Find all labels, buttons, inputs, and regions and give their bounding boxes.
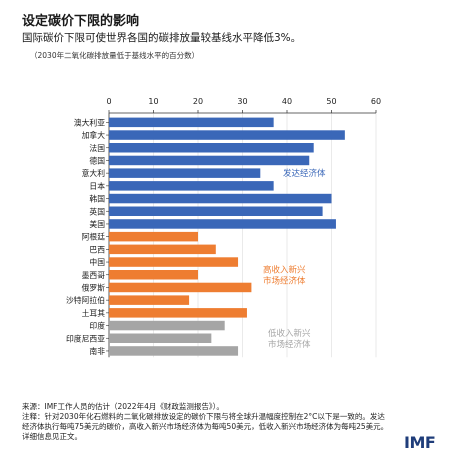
bar — [109, 308, 247, 318]
group-label: 发达经济体 — [283, 168, 326, 179]
x-tick-label: 50 — [326, 97, 336, 106]
bar — [109, 270, 198, 280]
footnote: 注释：针对2030年化石燃料的二氧化碳排放设定的碳价下限与将全球升温幅度控制在2… — [22, 412, 389, 441]
bar — [109, 117, 274, 128]
x-tick-label: 20 — [193, 97, 203, 106]
bar — [109, 181, 274, 191]
bar — [109, 143, 314, 153]
x-tick-label: 0 — [106, 97, 111, 106]
group-label: 低收入新兴市场经济体 — [268, 328, 311, 350]
bar — [109, 155, 310, 166]
bar — [109, 219, 336, 229]
bar-chart: 0 10 20 30 40 50 60 澳大利亚加拿大法国德国意大利日本韩国英国美国阿根廷巴西… — [66, 97, 381, 358]
bar — [109, 282, 252, 293]
category-label: 美国 — [89, 219, 105, 229]
bar — [109, 206, 323, 216]
imf-logo: IMF — [404, 433, 436, 452]
bar — [109, 295, 190, 305]
category-label: 中国 — [89, 257, 105, 267]
category-label: 土耳其 — [82, 308, 106, 318]
category-label: 巴西 — [89, 245, 105, 254]
bar — [109, 333, 212, 343]
category-label: 印度尼西亚 — [66, 333, 105, 343]
unit-note: （2030年二氧化碳排放量低于基线水平的百分数） — [30, 51, 200, 60]
category-label: 意大利 — [82, 168, 106, 178]
x-tick-label: 30 — [237, 97, 247, 106]
group-label: 高收入新兴市场经济体 — [263, 264, 306, 286]
category-label: 墨西哥 — [82, 271, 106, 280]
category-label: 加拿大 — [82, 130, 106, 140]
bar — [109, 320, 225, 331]
category-label: 澳大利亚 — [74, 117, 105, 127]
category-label: 阿根廷 — [82, 232, 106, 242]
chart-subtitle: 国际碳价下限可使世界各国的碳排放量较基线水平降低3%。 — [22, 32, 302, 44]
bar — [109, 130, 345, 140]
category-label: 法国 — [89, 143, 105, 153]
x-tick-label: 40 — [282, 97, 292, 106]
x-tick-label: 10 — [148, 97, 158, 106]
source-note: 来源：IMF工作人员的估计（2022年4月《财政监测报告》）。 — [22, 402, 224, 411]
bar — [109, 257, 239, 267]
footer: 来源：IMF工作人员的估计（2022年4月《财政监测报告》）。 注释：针对203… — [22, 402, 392, 442]
bar — [109, 168, 261, 178]
category-label: 印度 — [89, 321, 105, 331]
category-label: 俄罗斯 — [82, 282, 106, 292]
bar — [109, 231, 198, 242]
category-label: 英国 — [89, 206, 105, 216]
x-tick-label: 60 — [371, 97, 381, 106]
bar — [109, 244, 216, 255]
category-label: 日本 — [89, 181, 105, 191]
bar — [109, 346, 239, 356]
category-label: 韩国 — [89, 194, 105, 204]
chart-title: 设定碳价下限的影响 — [22, 14, 140, 29]
category-label: 沙特阿拉伯 — [66, 295, 105, 305]
category-label: 德国 — [89, 155, 105, 165]
bar — [109, 193, 332, 204]
category-label: 南非 — [89, 346, 105, 356]
